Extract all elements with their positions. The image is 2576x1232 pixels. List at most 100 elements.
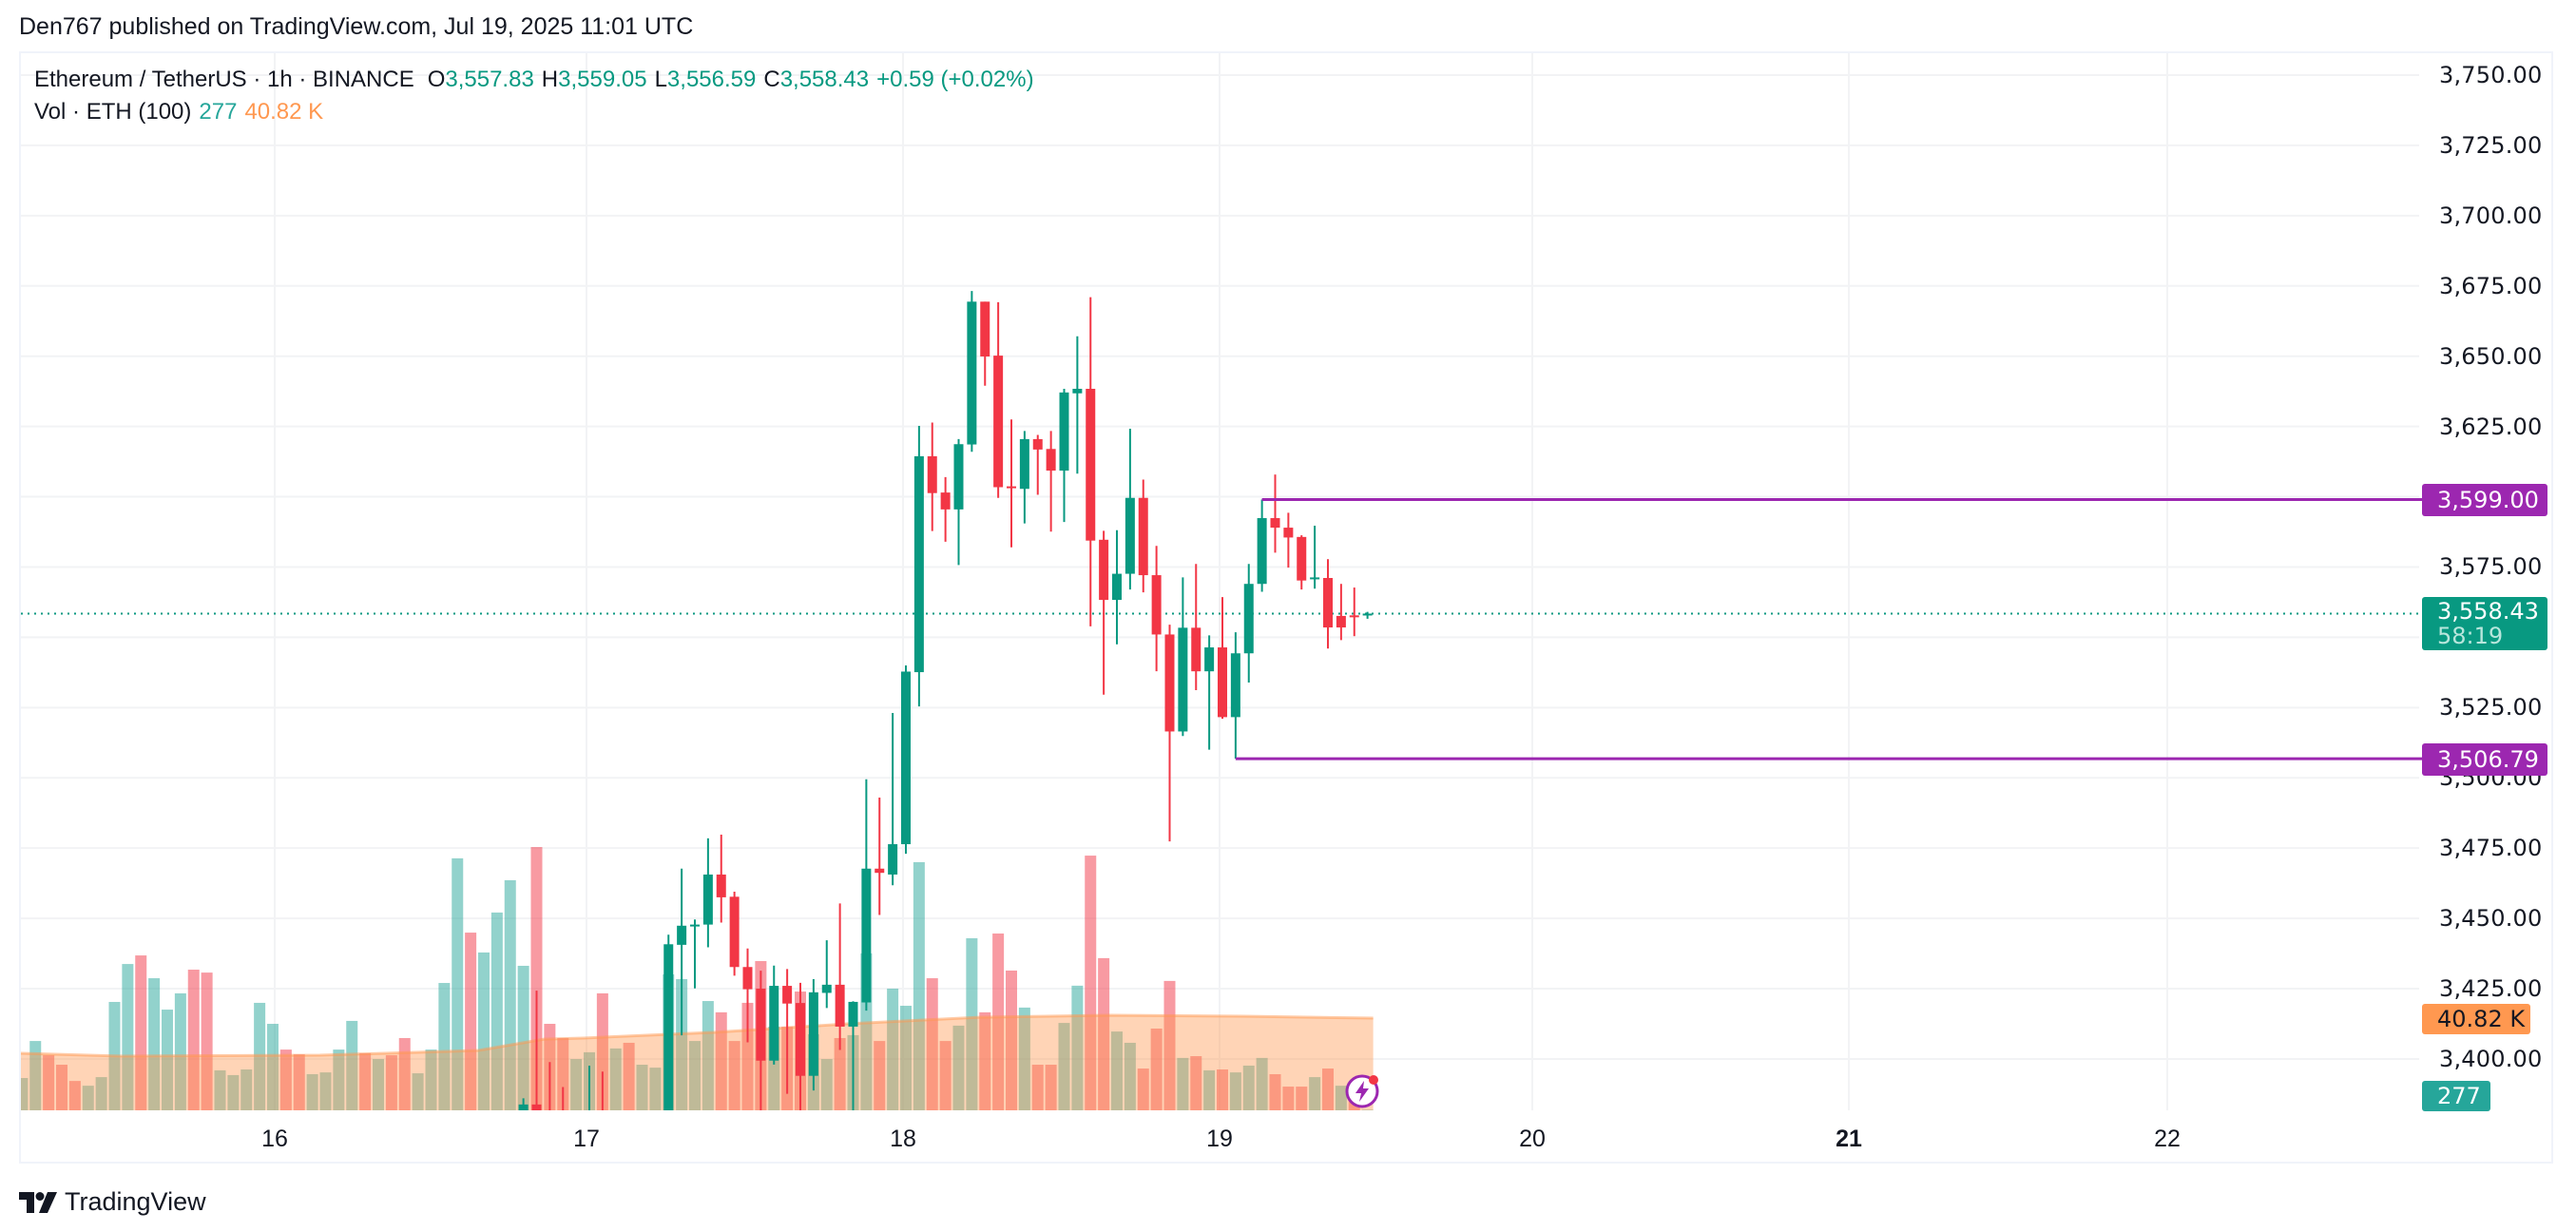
- candle[interactable]: [677, 868, 687, 1036]
- candle[interactable]: [1283, 512, 1294, 568]
- candle[interactable]: [1297, 535, 1307, 590]
- candle[interactable]: [940, 476, 951, 542]
- candle[interactable]: [716, 834, 726, 923]
- volume-title[interactable]: Vol · ETH (100): [34, 99, 192, 125]
- candle[interactable]: [1362, 611, 1373, 619]
- open-label: O: [427, 67, 446, 92]
- candle[interactable]: [1046, 431, 1056, 532]
- volume-bar: [1137, 1068, 1149, 1110]
- candle[interactable]: [1032, 434, 1043, 495]
- volume-bar: [715, 1011, 727, 1110]
- candle[interactable]: [953, 438, 964, 566]
- candle[interactable]: [980, 301, 990, 386]
- candle[interactable]: [638, 1121, 647, 1157]
- candle[interactable]: [756, 971, 766, 1112]
- candle[interactable]: [690, 919, 700, 989]
- candle[interactable]: [796, 982, 805, 1112]
- candle[interactable]: [1099, 530, 1109, 695]
- candle[interactable]: [1310, 526, 1320, 589]
- high-value: 3,559.05: [558, 67, 647, 92]
- candle[interactable]: [913, 426, 924, 707]
- volume-bar: [333, 1049, 345, 1110]
- candle[interactable]: [663, 934, 674, 1129]
- candle[interactable]: [625, 1118, 634, 1154]
- candle[interactable]: [1336, 584, 1346, 641]
- candle[interactable]: [782, 969, 793, 1094]
- candle[interactable]: [1007, 419, 1016, 548]
- candle[interactable]: [1178, 577, 1188, 737]
- candle[interactable]: [611, 1121, 621, 1154]
- low-value: 3,556.59: [666, 67, 757, 92]
- candle[interactable]: [531, 991, 542, 1129]
- candle[interactable]: [1164, 625, 1175, 842]
- candle[interactable]: [993, 301, 1004, 498]
- time-tick-label: 22: [2154, 1126, 2181, 1152]
- candle[interactable]: [848, 1001, 858, 1121]
- volume-bar: [385, 1055, 397, 1110]
- candle[interactable]: [545, 1062, 554, 1143]
- candle[interactable]: [650, 1115, 660, 1148]
- candle[interactable]: [1270, 474, 1280, 553]
- candle[interactable]: [1019, 431, 1029, 524]
- candle[interactable]: [875, 797, 885, 915]
- candlesticks[interactable]: [518, 291, 1373, 1157]
- candle[interactable]: [1204, 635, 1215, 750]
- volume-legend[interactable]: Vol · ETH (100) 277 40.82 K: [34, 99, 323, 125]
- candle[interactable]: [1125, 428, 1135, 590]
- volume-ma-area: [21, 1013, 1374, 1110]
- volume-bar: [1242, 1065, 1255, 1110]
- tradingview-logo[interactable]: TradingView: [19, 1187, 206, 1217]
- candle[interactable]: [769, 965, 779, 1065]
- candle[interactable]: [729, 892, 740, 976]
- candle[interactable]: [1059, 389, 1069, 523]
- volume-bar: [1309, 1077, 1321, 1110]
- candle[interactable]: [598, 1071, 607, 1148]
- candle[interactable]: [1230, 632, 1240, 760]
- candle[interactable]: [558, 1087, 567, 1149]
- candle[interactable]: [1323, 559, 1333, 649]
- candle[interactable]: [1138, 479, 1148, 593]
- candle[interactable]: [901, 664, 911, 855]
- symbol-title[interactable]: Ethereum / TetherUS · 1h · BINANCE: [34, 67, 414, 92]
- candle[interactable]: [1072, 336, 1083, 474]
- resistance-price-tag: 3,599.00: [2422, 484, 2547, 516]
- candle[interactable]: [1112, 529, 1122, 645]
- candle[interactable]: [518, 1098, 529, 1129]
- close-label: C: [763, 67, 780, 92]
- candle[interactable]: [702, 837, 713, 948]
- candle[interactable]: [927, 422, 937, 531]
- last-price-value: 3,558.43: [2437, 598, 2539, 625]
- candle[interactable]: [835, 903, 845, 1050]
- candle[interactable]: [1243, 564, 1254, 683]
- candle[interactable]: [742, 948, 753, 1043]
- volume-bar: [834, 1037, 846, 1110]
- candle[interactable]: [1151, 546, 1162, 672]
- volume-bar: [596, 992, 608, 1110]
- volume-bar: [1045, 1065, 1057, 1110]
- price-tick-label: 3,450.00: [2439, 905, 2543, 933]
- symbol-legend[interactable]: Ethereum / TetherUS · 1h · BINANCE O3,557…: [34, 67, 1034, 93]
- price-tick-label: 3,700.00: [2439, 202, 2543, 229]
- candle[interactable]: [1086, 297, 1096, 626]
- candle[interactable]: [861, 779, 872, 1011]
- volume-bar: [346, 1020, 358, 1110]
- price-tick-label: 3,675.00: [2439, 272, 2543, 299]
- candle[interactable]: [821, 940, 832, 1009]
- candle[interactable]: [1218, 597, 1227, 720]
- candle[interactable]: [1191, 564, 1201, 690]
- candle[interactable]: [967, 291, 977, 452]
- change-value: +0.59 (+0.02%): [876, 67, 1034, 92]
- chart-frame: [19, 51, 2553, 1164]
- candle[interactable]: [1257, 499, 1267, 592]
- candle[interactable]: [585, 1066, 594, 1149]
- volume-bar: [517, 965, 529, 1110]
- horizontal-levels[interactable]: [1235, 498, 2422, 760]
- candle[interactable]: [1349, 587, 1359, 637]
- price-tick-label: 3,400.00: [2439, 1045, 2543, 1072]
- candle[interactable]: [808, 978, 818, 1091]
- volume-bar: [1335, 1086, 1347, 1110]
- volume-bar: [557, 1037, 569, 1110]
- candle[interactable]: [888, 712, 898, 886]
- lightning-alert-icon[interactable]: [1343, 1071, 1381, 1109]
